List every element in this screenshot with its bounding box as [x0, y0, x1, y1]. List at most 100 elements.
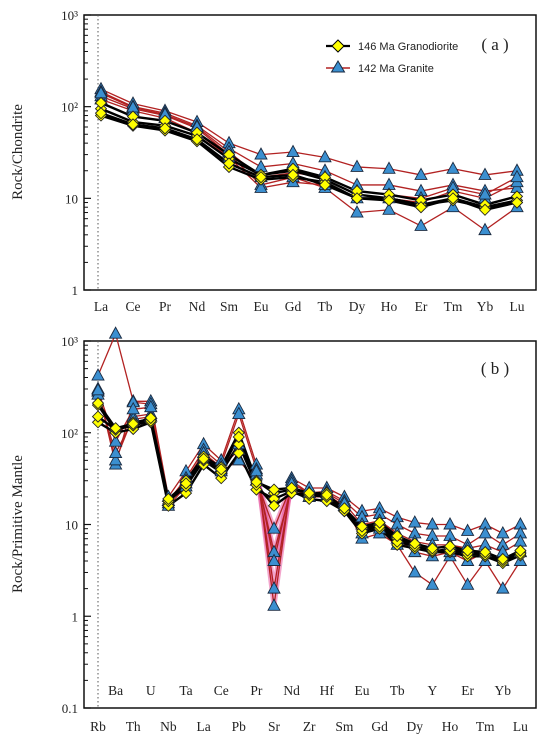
x-tick-label: Tm: [444, 299, 463, 314]
x-tick-label: Nd: [283, 683, 300, 698]
x-tick-label: Eu: [355, 683, 370, 698]
x-tick-label: Er: [415, 299, 428, 314]
x-tick-label: Y: [428, 683, 438, 698]
granite-point-marker: [267, 581, 281, 594]
x-tick-label: Pb: [232, 719, 247, 734]
granodiorite-point-marker: [479, 545, 492, 559]
x-tick-label: Hf: [320, 683, 335, 698]
panel-a-x-tick-labels: La Ce Pr Nd Sm Eu Gd Tb Dy Ho Er Tm Yb Lu: [94, 299, 525, 314]
granite-point-marker: [510, 169, 524, 183]
x-tick-label: Tb: [390, 683, 405, 698]
granite-point-marker: [496, 525, 510, 539]
granodiorite-point-marker: [144, 411, 157, 425]
y-tick-label: 10: [65, 518, 78, 533]
granite-point-marker: [126, 401, 140, 415]
y-tick-label: 10³: [61, 334, 78, 349]
granodiorite-point-marker: [250, 475, 263, 489]
x-tick-label: Ta: [179, 683, 192, 698]
granodiorite-point-marker: [126, 118, 140, 131]
x-tick-label: La: [94, 299, 108, 314]
granite-point-marker: [144, 399, 158, 413]
panel-a-y-tick-labels: 1 10 10² 10³: [61, 8, 78, 298]
granite-point-marker: [286, 144, 300, 157]
x-tick-label: Sm: [220, 299, 239, 314]
granodiorite-point-marker: [91, 410, 105, 423]
granite-point-marker: [108, 434, 123, 447]
granodiorite-point-marker: [254, 171, 268, 184]
legend-granodiorite-diamond-icon: [331, 39, 345, 53]
granite-point-marker: [267, 598, 281, 611]
panel-a-legend: 146 Ma Granodiorite 142 Ma Granite: [326, 39, 458, 75]
granodiorite-point-marker: [215, 463, 228, 476]
y-tick-label: 10³: [61, 8, 78, 23]
granodiorite-point-marker: [179, 477, 193, 490]
granite-point-marker: [267, 553, 281, 566]
x-tick-label: Tm: [476, 719, 495, 734]
granodiorite-point-marker: [496, 552, 509, 566]
x-tick-label: Nb: [160, 719, 177, 734]
x-tick-label: Dy: [407, 719, 424, 734]
panel-b-y-tick-labels: 0.1 1 10 10² 10³: [61, 334, 78, 716]
legend-granite-label: 142 Ma Granite: [358, 63, 434, 75]
granite-point-marker: [267, 521, 281, 534]
granodiorite-point-marker: [197, 452, 210, 465]
granodiorite-point-marker: [232, 446, 245, 460]
panel-a-plot-frame: [83, 14, 537, 291]
x-tick-label: Pr: [159, 299, 172, 314]
x-tick-label: Yb: [495, 683, 512, 698]
granodiorite-point-marker: [382, 194, 396, 207]
granodiorite-point-marker: [267, 483, 281, 496]
granodiorite-point-marker: [162, 492, 175, 506]
granite-series-line: [100, 88, 518, 176]
x-tick-label: Yb: [477, 299, 494, 314]
panel-a-series-group: [94, 81, 524, 236]
granodiorite-point-marker: [179, 486, 193, 500]
granite-point-marker: [91, 382, 105, 396]
legend-granite-triangle-icon: [330, 60, 346, 73]
x-tick-label: Ce: [126, 299, 141, 314]
panel-b-label: ( b ): [481, 359, 509, 378]
granodiorite-point-marker: [414, 201, 428, 214]
granite-point-marker: [478, 167, 492, 180]
granodiorite-point-marker: [222, 157, 236, 170]
granite-point-marker: [414, 218, 428, 231]
legend-granodiorite-label: 146 Ma Granodiorite: [358, 41, 458, 53]
panel-b-y-axis-label: Rock/Primitive Mantle: [10, 455, 26, 593]
granite-point-marker: [350, 205, 364, 218]
panel-a-y-axis-label: Rock/Chondrite: [10, 104, 26, 200]
x-tick-label: Lu: [513, 719, 528, 734]
granodiorite-point-marker: [109, 422, 122, 435]
granite-point-marker: [446, 161, 460, 174]
granite-point-marker: [382, 202, 396, 215]
granite-point-marker: [318, 149, 332, 163]
granodiorite-point-marker: [91, 397, 105, 410]
granodiorite-point-marker: [190, 133, 204, 146]
granite-point-marker: [108, 326, 123, 339]
granodiorite-point-marker: [318, 178, 332, 192]
panel-a-y-tick-marks: [84, 14, 91, 291]
panel-b-trace-primitive-mantle: Rb Ba Th U Nb Ta La Ce Pb Pr Sr Nd Zr Hf Sm Eu Gd Tb Dy Y Ho…: [10, 326, 537, 734]
panel-b-x-tick-labels: Rb Ba Th U Nb Ta La Ce Pb Pr Sr Nd Zr Hf Sm Eu Gd Tb Dy Y Ho…: [90, 683, 528, 734]
x-tick-label: Gd: [371, 719, 388, 734]
x-tick-label: Sm: [335, 719, 354, 734]
granodiorite-point-marker: [320, 488, 333, 502]
x-tick-label: Gd: [285, 299, 302, 314]
y-tick-label: 10²: [61, 426, 78, 441]
granite-point-marker: [254, 180, 268, 193]
x-tick-label: Zr: [303, 719, 316, 734]
granite-point-marker: [460, 577, 475, 590]
granodiorite-point-marker: [408, 537, 421, 550]
y-tick-label: 1: [72, 283, 79, 298]
granodiorite-point-marker: [514, 544, 527, 557]
granodiorite-point-marker: [478, 203, 492, 216]
x-tick-label: Eu: [254, 299, 269, 314]
panel-b-y-tick-marks: [84, 340, 91, 709]
granite-point-marker: [408, 565, 422, 578]
granodiorite-point-marker: [461, 544, 474, 557]
granite-point-marker: [496, 581, 510, 594]
x-tick-label: Nd: [189, 299, 206, 314]
x-tick-label: Ho: [442, 719, 459, 734]
y-tick-label: 0.1: [62, 701, 78, 716]
granodiorite-point-marker: [267, 499, 281, 512]
